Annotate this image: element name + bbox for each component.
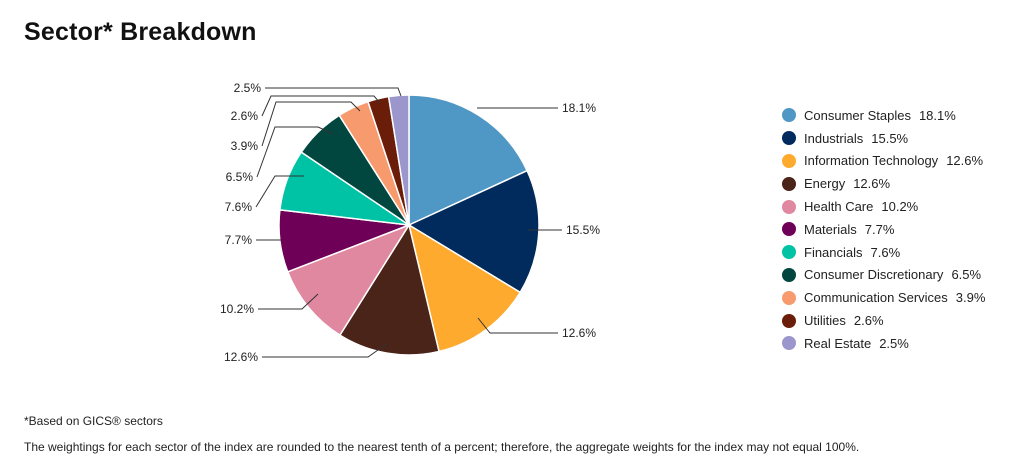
legend-label: Real Estate: [804, 335, 872, 351]
pie-slice-health-care: [286, 223, 411, 337]
pie-slices: [278, 94, 540, 356]
legend-label: Health Care: [804, 199, 874, 215]
legend-item: Industrials 15.5%: [782, 127, 1022, 150]
pie-slice-industrials: [407, 169, 540, 294]
legend-value: 12.6%: [853, 176, 891, 192]
data-label: 10.2%: [220, 302, 254, 316]
legend-label: Consumer Discretionary: [804, 267, 944, 283]
legend-item: Information Technology 12.6%: [782, 150, 1022, 173]
leader-line: [258, 293, 319, 310]
pie-slice-energy: [338, 223, 440, 356]
legend-item: Consumer Staples 18.1%: [782, 104, 1022, 127]
legend-swatch: [782, 131, 796, 146]
legend-swatch: [782, 222, 796, 237]
legend-value: 2.6%: [853, 313, 884, 329]
leader-line: [261, 101, 361, 147]
page-title: Sector* Breakdown: [24, 18, 257, 46]
leader-lines: [255, 87, 562, 358]
data-label: 2.5%: [234, 81, 262, 95]
legend-swatch: [782, 245, 796, 260]
pie-slice-real-estate: [387, 94, 410, 226]
legend-item: Health Care 10.2%: [782, 195, 1022, 218]
legend-label: Communication Services: [804, 290, 948, 306]
legend-value: 2.5%: [879, 335, 909, 351]
leader-line: [255, 175, 304, 208]
data-labels: 18.1% 15.5% 12.6% 12.6% 10.2% 7.7% 7.6% 6.5% 3.9…: [220, 81, 600, 364]
legend-item: Communication Services 3.9%: [782, 286, 1022, 309]
data-label: 12.6%: [224, 350, 258, 364]
legend-swatch: [782, 108, 796, 123]
legend-label: Energy: [804, 176, 846, 192]
legend-swatch: [782, 267, 796, 282]
data-label: 6.5%: [226, 170, 254, 184]
leader-line: [265, 87, 402, 97]
legend-item: Materials 7.7%: [782, 218, 1022, 241]
leader-line: [256, 126, 335, 178]
legend-value: 10.2%: [881, 199, 919, 215]
data-label: 7.6%: [225, 200, 253, 214]
data-label: 2.6%: [231, 109, 259, 123]
data-label: 7.7%: [225, 233, 253, 247]
legend-value: 7.6%: [870, 244, 901, 260]
leader-line: [262, 342, 389, 358]
pie-slice-consumer-staples: [408, 94, 529, 227]
legend-value: 7.7%: [864, 221, 895, 237]
legend-swatch: [782, 153, 796, 168]
data-label: 3.9%: [231, 139, 259, 153]
pie-slice-information-technology: [407, 223, 522, 353]
disclaimer: The weightings for each sector of the in…: [24, 440, 860, 454]
legend-swatch: [782, 313, 796, 328]
legend-label: Materials: [804, 221, 857, 237]
legend-item: Energy 12.6%: [782, 172, 1022, 195]
legend-label: Consumer Staples: [804, 107, 911, 123]
legend-swatch: [782, 176, 796, 191]
legend-swatch: [782, 290, 796, 305]
legend-item: Utilities 2.6%: [782, 309, 1022, 332]
legend-item: Consumer Discretionary 6.5%: [782, 264, 1022, 287]
legend-value: 15.5%: [871, 130, 909, 146]
legend-value: 6.5%: [951, 267, 982, 283]
legend-item: Financials 7.6%: [782, 241, 1022, 264]
pie-chart: 18.1% 15.5% 12.6% 12.6% 10.2% 7.7% 7.6% 6.5% 3.9…: [220, 81, 600, 364]
data-label: 18.1%: [562, 101, 596, 115]
chart-legend: Consumer Staples 18.1% Industrials 15.5% Inf…: [782, 104, 1022, 355]
legend-value: 3.9%: [955, 290, 986, 306]
legend-value: 12.6%: [946, 153, 984, 169]
legend-swatch: [782, 199, 796, 214]
legend-label: Information Technology: [804, 153, 939, 169]
legend-label: Utilities: [804, 313, 846, 329]
legend-item: Real Estate 2.5%: [782, 332, 1022, 355]
legend-swatch: [782, 336, 796, 351]
footnote: *Based on GICS® sectors: [24, 414, 163, 428]
legend-label: Financials: [804, 244, 863, 260]
leader-line: [261, 95, 381, 117]
legend-value: 18.1%: [918, 107, 956, 123]
leader-line: [477, 317, 558, 334]
legend-label: Industrials: [804, 130, 864, 146]
data-label: 12.6%: [562, 326, 596, 340]
data-label: 15.5%: [566, 223, 600, 237]
